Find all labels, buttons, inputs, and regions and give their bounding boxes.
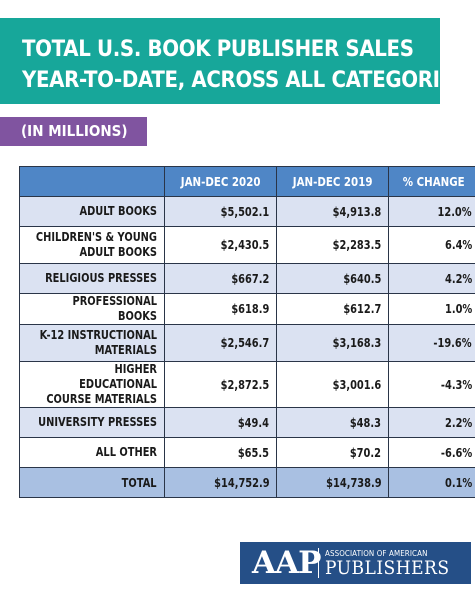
row-value-2019: $3,001.6	[276, 361, 390, 408]
header-change: % CHANGE	[388, 166, 475, 197]
logo-top-text: ASSOCIATION OF AMERICAN	[325, 548, 428, 558]
table-header-row: JAN-DEC 2020 JAN-DEC 2019 % CHANGE	[19, 166, 475, 197]
total-row: TOTAL $14,752.9 $14,738.9 0.1%	[19, 467, 475, 498]
sales-table: JAN-DEC 2020 JAN-DEC 2019 % CHANGE ADULT…	[19, 166, 475, 498]
row-value-2019: $612.7	[276, 293, 390, 325]
subtitle-banner: (IN MILLIONS)	[0, 117, 147, 146]
table-row: ALL OTHER $65.5 $70.2 -6.6%	[19, 437, 475, 468]
row-value-2019: $640.5	[276, 263, 390, 294]
row-value-2019: $4,913.8	[276, 196, 390, 227]
row-category: PROFESSIONAL BOOKS	[19, 293, 165, 325]
table-row: RELIGIOUS PRESSES $667.2 $640.5 4.2%	[19, 263, 475, 294]
table-row: CHILDREN'S & YOUNG ADULT BOOKS $2,430.5 …	[19, 226, 475, 264]
total-2020: $14,752.9	[163, 467, 278, 498]
chart-title-line-2: YEAR-TO-DATE, ACROSS ALL CATEGORIES	[22, 67, 467, 93]
row-category: ALL OTHER	[19, 437, 165, 468]
row-change: -6.6%	[388, 437, 475, 468]
logo-text: ASSOCIATION OF AMERICAN PUBLISHERS	[325, 549, 463, 578]
row-change: 4.2%	[388, 263, 475, 294]
table-row: HIGHER EDUCATIONAL COURSE MATERIALS $2,8…	[19, 361, 475, 408]
row-value-2019: $3,168.3	[276, 324, 390, 362]
row-category: RELIGIOUS PRESSES	[19, 263, 165, 294]
title-banner: TOTAL U.S. BOOK PUBLISHER SALES YEAR-TO-…	[0, 18, 467, 104]
row-value-2020: $667.2	[163, 263, 278, 294]
row-value-2020: $2,872.5	[163, 361, 278, 408]
row-category: CHILDREN'S & YOUNG ADULT BOOKS	[19, 226, 165, 264]
total-2019: $14,738.9	[276, 467, 390, 498]
row-value-2020: $618.9	[163, 293, 278, 325]
row-value-2019: $2,283.5	[276, 226, 390, 264]
row-value-2020: $49.4	[163, 407, 278, 438]
row-change: 2.2%	[388, 407, 475, 438]
row-change: -19.6%	[388, 324, 475, 362]
row-value-2019: $70.2	[276, 437, 390, 468]
aap-logo: AAP ASSOCIATION OF AMERICAN PUBLISHERS	[240, 542, 471, 584]
header-2020: JAN-DEC 2020	[163, 166, 278, 197]
table-row: UNIVERSITY PRESSES $49.4 $48.3 2.2%	[19, 407, 475, 438]
row-category: UNIVERSITY PRESSES	[19, 407, 165, 438]
row-value-2020: $2,430.5	[163, 226, 278, 264]
header-category	[19, 166, 165, 197]
row-change: -4.3%	[388, 361, 475, 408]
total-change: 0.1%	[388, 467, 475, 498]
row-category: HIGHER EDUCATIONAL COURSE MATERIALS	[19, 361, 165, 408]
row-value-2020: $5,502.1	[163, 196, 278, 227]
chart-subtitle: (IN MILLIONS)	[21, 122, 128, 140]
row-change: 12.0%	[388, 196, 475, 227]
row-category: ADULT BOOKS	[19, 196, 165, 227]
chart-title-line-1: TOTAL U.S. BOOK PUBLISHER SALES	[22, 36, 414, 62]
row-value-2020: $65.5	[163, 437, 278, 468]
header-2019: JAN-DEC 2019	[276, 166, 390, 197]
total-label: TOTAL	[19, 467, 165, 498]
table-row: ADULT BOOKS $5,502.1 $4,913.8 12.0%	[19, 196, 475, 227]
row-value-2019: $48.3	[276, 407, 390, 438]
row-change: 6.4%	[388, 226, 475, 264]
row-category: K-12 INSTRUCTIONAL MATERIALS	[19, 324, 165, 362]
logo-divider	[318, 548, 319, 578]
logo-mark: AAP	[252, 545, 321, 581]
logo-bottom-text: PUBLISHERS	[325, 556, 450, 579]
table-row: PROFESSIONAL BOOKS $618.9 $612.7 1.0%	[19, 293, 475, 325]
row-change: 1.0%	[388, 293, 475, 325]
table-row: K-12 INSTRUCTIONAL MATERIALS $2,546.7 $3…	[19, 324, 475, 362]
row-value-2020: $2,546.7	[163, 324, 278, 362]
